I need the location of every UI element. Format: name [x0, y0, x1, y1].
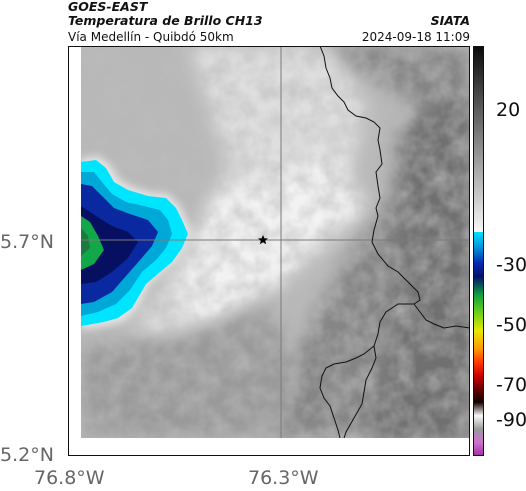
- colorbar-border: [473, 46, 484, 456]
- department-border: [319, 46, 421, 438]
- satellite-title: GOES-EAST: [68, 0, 148, 14]
- longitude-tick-label: 76.8°W: [34, 467, 105, 489]
- colorbar-color-scale: [473, 232, 484, 456]
- cold-cloud-top: [81, 156, 192, 330]
- longitude-tick-label: 76.3°W: [248, 467, 319, 489]
- product-title: Temperatura de Brillo CH13: [68, 13, 263, 28]
- region-label: Vía Medellín - Quibdó 50km: [68, 30, 234, 44]
- colorbar-gray-scale: [473, 46, 484, 232]
- colorbar-label-20: 20: [496, 99, 521, 121]
- latitude-tick-label: 5.7°N: [0, 231, 54, 253]
- colorbar-label-minus70: -70: [496, 374, 526, 396]
- star-marker: [258, 235, 268, 245]
- plot-border: [68, 46, 470, 456]
- satellite-map: [68, 46, 470, 456]
- colorbar-label-minus90: -90: [496, 409, 526, 431]
- colorbar: [473, 46, 484, 456]
- latitude-tick-label: 5.2°N: [0, 444, 54, 466]
- colorbar-label-minus30: -30: [496, 254, 526, 276]
- department-border-south: [319, 345, 375, 438]
- department-border-east: [413, 303, 470, 329]
- agency-label: SIATA: [430, 13, 470, 28]
- datetime-label: 2024-09-18 11:09: [361, 30, 470, 44]
- colorbar-label-minus50: -50: [496, 314, 526, 336]
